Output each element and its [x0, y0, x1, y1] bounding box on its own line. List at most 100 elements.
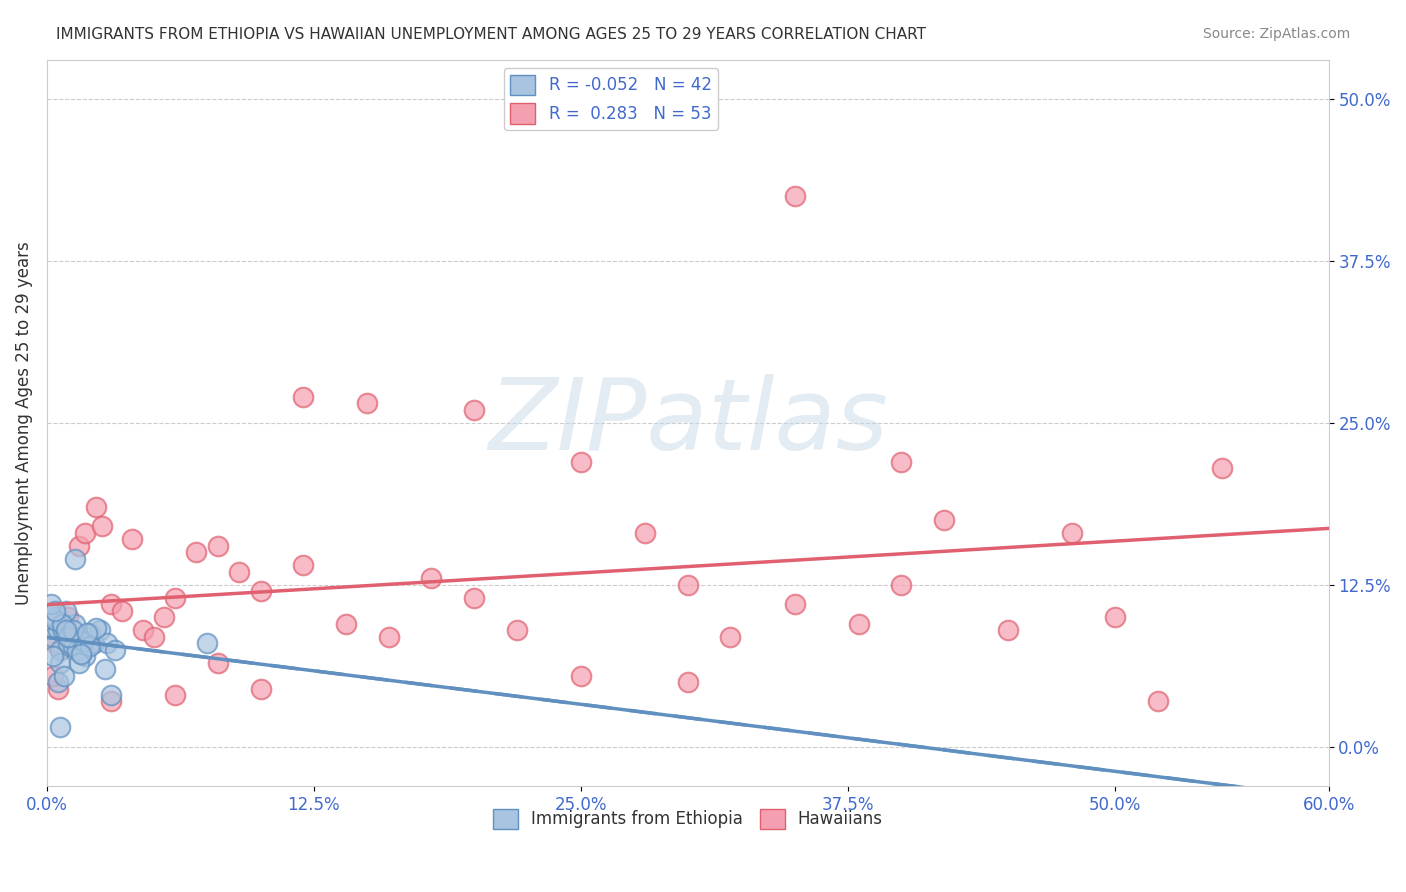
Point: [142, 630, 165, 644]
Point: [1146, 694, 1168, 708]
Point: [104, 642, 127, 657]
Point: [569, 454, 592, 468]
Point: [53, 668, 76, 682]
Point: [48, 642, 70, 657]
Point: [506, 623, 529, 637]
Point: [42, 668, 65, 682]
Point: [132, 623, 155, 637]
Point: [58, 636, 80, 650]
Point: [44, 610, 66, 624]
Point: [91, 519, 114, 533]
Point: [463, 591, 485, 605]
Point: [75, 525, 97, 540]
Point: [207, 656, 229, 670]
Point: [58, 610, 80, 624]
Point: [292, 558, 315, 573]
Point: [377, 630, 399, 644]
Point: [100, 688, 122, 702]
Point: [228, 565, 250, 579]
Point: [165, 688, 187, 702]
Point: [79, 636, 101, 650]
Point: [84, 500, 107, 514]
Point: [783, 597, 806, 611]
Point: [1104, 610, 1126, 624]
Point: [153, 610, 176, 624]
Point: [58, 630, 80, 644]
Legend: Immigrants from Ethiopia, Hawaiians: Immigrants from Ethiopia, Hawaiians: [486, 802, 890, 836]
Point: [93, 662, 115, 676]
Point: [121, 533, 143, 547]
Point: [676, 578, 699, 592]
Point: [720, 630, 742, 644]
Point: [111, 604, 134, 618]
Point: [249, 681, 271, 696]
Point: [1062, 525, 1084, 540]
Point: [46, 675, 69, 690]
Point: [79, 625, 101, 640]
Point: [63, 616, 86, 631]
Point: [63, 552, 86, 566]
Point: [51, 616, 73, 631]
Point: [55, 623, 77, 637]
Text: Source: ZipAtlas.com: Source: ZipAtlas.com: [1202, 27, 1350, 41]
Point: [53, 616, 76, 631]
Point: [249, 584, 271, 599]
Point: [634, 525, 657, 540]
Point: [676, 675, 699, 690]
Text: ZIPatlas: ZIPatlas: [488, 374, 887, 471]
Point: [100, 597, 122, 611]
Point: [207, 539, 229, 553]
Point: [46, 623, 69, 637]
Point: [76, 625, 98, 640]
Point: [42, 630, 65, 644]
Point: [44, 613, 66, 627]
Point: [79, 639, 101, 653]
Point: [783, 188, 806, 202]
Y-axis label: Unemployment Among Ages 25 to 29 years: Unemployment Among Ages 25 to 29 years: [15, 241, 32, 605]
Point: [420, 571, 443, 585]
Point: [67, 656, 90, 670]
Point: [70, 647, 93, 661]
Point: [48, 656, 70, 670]
Point: [70, 647, 93, 661]
Point: [932, 513, 955, 527]
Point: [67, 632, 90, 647]
Point: [46, 681, 69, 696]
Point: [848, 616, 870, 631]
Point: [55, 604, 77, 618]
Point: [66, 642, 89, 657]
Point: [62, 623, 84, 637]
Point: [890, 578, 912, 592]
Point: [51, 621, 73, 635]
Point: [62, 639, 84, 653]
Point: [84, 621, 107, 635]
Point: [890, 454, 912, 468]
Point: [39, 597, 62, 611]
Point: [569, 668, 592, 682]
Text: IMMIGRANTS FROM ETHIOPIA VS HAWAIIAN UNEMPLOYMENT AMONG AGES 25 TO 29 YEARS CORR: IMMIGRANTS FROM ETHIOPIA VS HAWAIIAN UNE…: [56, 27, 927, 42]
Point: [186, 545, 208, 559]
Point: [75, 649, 97, 664]
Point: [997, 623, 1019, 637]
Point: [48, 721, 70, 735]
Point: [67, 539, 90, 553]
Point: [44, 636, 66, 650]
Point: [335, 616, 357, 631]
Point: [356, 396, 378, 410]
Point: [463, 402, 485, 417]
Point: [62, 630, 84, 644]
Point: [53, 623, 76, 637]
Point: [42, 649, 65, 664]
Point: [292, 390, 315, 404]
Point: [1211, 461, 1233, 475]
Point: [59, 630, 82, 644]
Point: [44, 604, 66, 618]
Point: [48, 642, 70, 657]
Point: [165, 591, 187, 605]
Point: [96, 636, 118, 650]
Point: [89, 623, 111, 637]
Point: [72, 633, 94, 648]
Point: [195, 636, 218, 650]
Point: [83, 636, 105, 650]
Point: [100, 694, 122, 708]
